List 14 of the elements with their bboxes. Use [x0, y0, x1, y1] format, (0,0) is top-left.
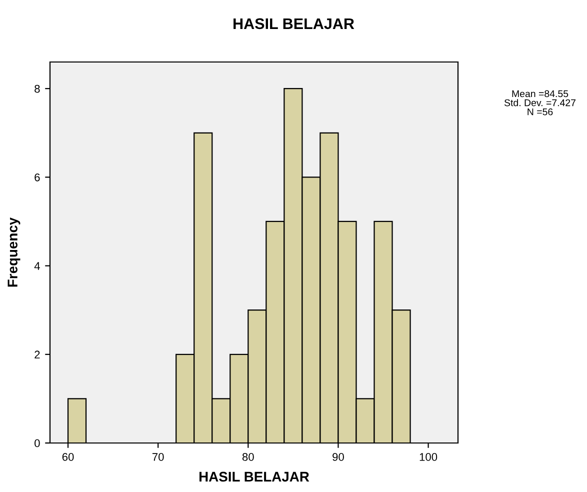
x-tick-label: 70 [152, 453, 164, 461]
x-tick-label: 60 [62, 453, 74, 461]
x-tick-label: 100 [420, 453, 438, 461]
y-tick-label: 2 [34, 350, 40, 358]
y-axis-title: Frequency [8, 217, 20, 287]
x-tick-label: 90 [332, 453, 344, 461]
chart-title: HASIL BELAJAR [234, 18, 354, 30]
x-axis-title: HASIL BELAJAR [199, 472, 310, 482]
text: Mean =84.55 Std. Dev. =7.427 N =56 [504, 90, 576, 116]
x-tick-label: 80 [242, 453, 254, 461]
y-tick-label: 6 [34, 173, 40, 182]
y-tick-label: 8 [34, 84, 40, 93]
y-tick-label: 4 [34, 262, 40, 270]
y-tick-label: 0 [34, 439, 40, 448]
